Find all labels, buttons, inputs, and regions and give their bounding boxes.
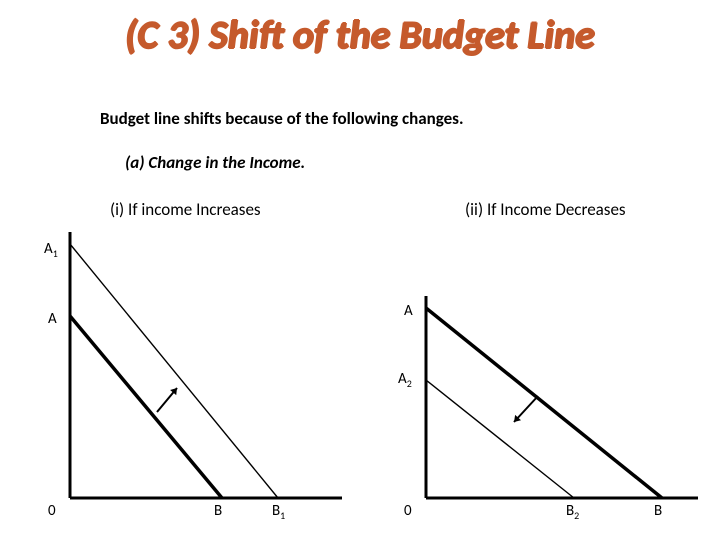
intro-text: Budget line shifts because of the follow… [100,108,463,129]
label-origin: 0 [404,502,412,520]
label-b2: B2 [566,502,579,522]
chart-income-decrease: A A2 0 B2 B [398,232,698,522]
budget-line-shifted [70,244,278,498]
chart-income-increase: A1 A 0 B B1 [42,232,342,522]
budget-line-original [426,308,662,498]
label-origin: 0 [48,502,56,520]
shift-arrow-icon [514,396,538,422]
budget-line-shifted [426,380,574,498]
budget-line-original [70,316,222,498]
chart-svg-right [398,232,698,522]
label-b: B [214,502,222,520]
case-label-decrease: (ii) If Income Decreases [465,199,626,220]
label-b: B [654,502,662,520]
label-b1: B1 [272,502,285,522]
shift-arrow-icon [157,388,177,412]
label-a2: A2 [398,370,412,390]
label-a: A [404,302,413,320]
page-title: (C 3) Shift of the Budget Line [125,10,595,59]
chart-svg-left [42,232,342,522]
label-a1: A1 [44,240,58,260]
case-label-increase: (i) If income Increases [110,199,261,220]
label-a: A [48,310,57,328]
subheading-a: (a) Change in the Income. [125,152,305,173]
